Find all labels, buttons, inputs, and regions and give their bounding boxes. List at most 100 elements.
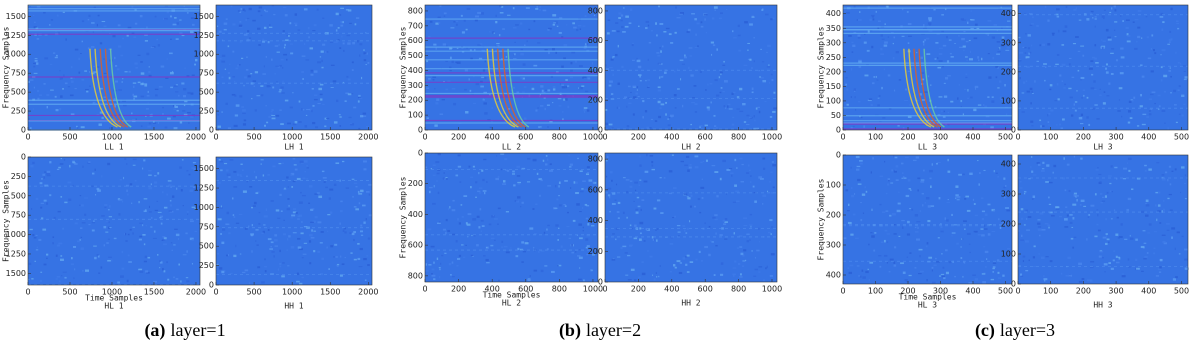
texture (544, 265, 547, 266)
y-tick-label: 1500 (6, 269, 26, 278)
texture (661, 76, 664, 77)
x-tick-label: 1000 (102, 133, 122, 142)
texture (279, 91, 282, 92)
texture (222, 228, 225, 230)
texture (903, 272, 906, 274)
x-tick-label: 0 (840, 287, 845, 296)
texture (534, 270, 538, 272)
texture (871, 104, 873, 106)
texture (513, 27, 517, 29)
texture (157, 254, 158, 256)
texture (314, 94, 317, 95)
caption: (b)layer=2 (559, 320, 641, 341)
texture (573, 220, 576, 222)
texture (1176, 23, 1179, 24)
texture (437, 258, 438, 260)
texture (65, 82, 68, 84)
texture (1061, 273, 1062, 275)
texture (901, 178, 903, 179)
texture (1081, 200, 1085, 202)
texture (675, 6, 677, 8)
texture (1097, 167, 1099, 168)
texture (974, 203, 976, 205)
y-tick-label: 400 (826, 9, 841, 18)
texture (155, 210, 158, 211)
texture (128, 234, 130, 235)
texture (1158, 95, 1161, 97)
x-tick-label: 0 (1015, 287, 1020, 296)
texture (939, 53, 943, 55)
texture (475, 16, 479, 18)
texture (982, 218, 984, 220)
texture (165, 78, 168, 79)
texture (243, 123, 246, 125)
texture (298, 29, 301, 30)
texture (894, 233, 897, 234)
y-tick-label: 250 (826, 53, 841, 62)
texture (762, 158, 765, 160)
texture (230, 159, 234, 161)
texture (906, 195, 910, 197)
texture (452, 61, 454, 63)
texture (465, 69, 468, 71)
texture (140, 61, 142, 63)
texture (446, 219, 448, 221)
texture (528, 29, 530, 30)
texture (365, 279, 367, 281)
texture (644, 240, 646, 241)
texture (359, 54, 360, 56)
texture (269, 24, 270, 26)
texture (84, 214, 86, 216)
heatmap (1018, 5, 1188, 130)
panel-label: HL 3 (918, 301, 937, 310)
texture (231, 5, 233, 7)
x-tick-label: 2000 (186, 133, 206, 142)
texture (1154, 231, 1157, 232)
texture (30, 165, 33, 167)
texture (1145, 170, 1147, 172)
texture (98, 273, 100, 274)
texture (239, 214, 243, 215)
texture (1145, 203, 1146, 204)
texture (1073, 43, 1076, 44)
texture (1091, 87, 1095, 89)
texture (1123, 178, 1126, 179)
texture (221, 242, 224, 244)
texture (284, 44, 285, 46)
texture (322, 171, 324, 172)
texture (166, 58, 168, 59)
texture (1049, 204, 1051, 205)
texture (638, 26, 640, 27)
texture (905, 89, 907, 91)
y-tick-label: 200 (1001, 67, 1016, 76)
texture (266, 122, 268, 124)
texture (312, 122, 315, 124)
texture (340, 25, 343, 27)
texture (324, 126, 326, 128)
x-tick-label: 0 (25, 288, 30, 297)
texture (453, 21, 455, 22)
texture (985, 214, 988, 216)
texture (507, 15, 511, 16)
texture (1092, 57, 1095, 59)
texture (571, 244, 573, 246)
texture (352, 42, 355, 44)
y-tick-label: 200 (588, 96, 603, 105)
texture (303, 109, 304, 110)
texture (191, 93, 194, 95)
y-tick-label: 500 (11, 191, 26, 200)
texture (1173, 90, 1176, 92)
texture (1099, 256, 1102, 258)
texture (570, 77, 573, 78)
texture (143, 159, 145, 161)
texture (724, 239, 727, 240)
texture (1167, 198, 1169, 199)
texture (1048, 227, 1049, 229)
texture (682, 225, 685, 227)
texture (1057, 54, 1059, 56)
texture (1114, 5, 1116, 7)
texture (358, 193, 362, 194)
texture (1141, 246, 1145, 248)
texture (271, 111, 273, 112)
texture (1143, 230, 1146, 231)
